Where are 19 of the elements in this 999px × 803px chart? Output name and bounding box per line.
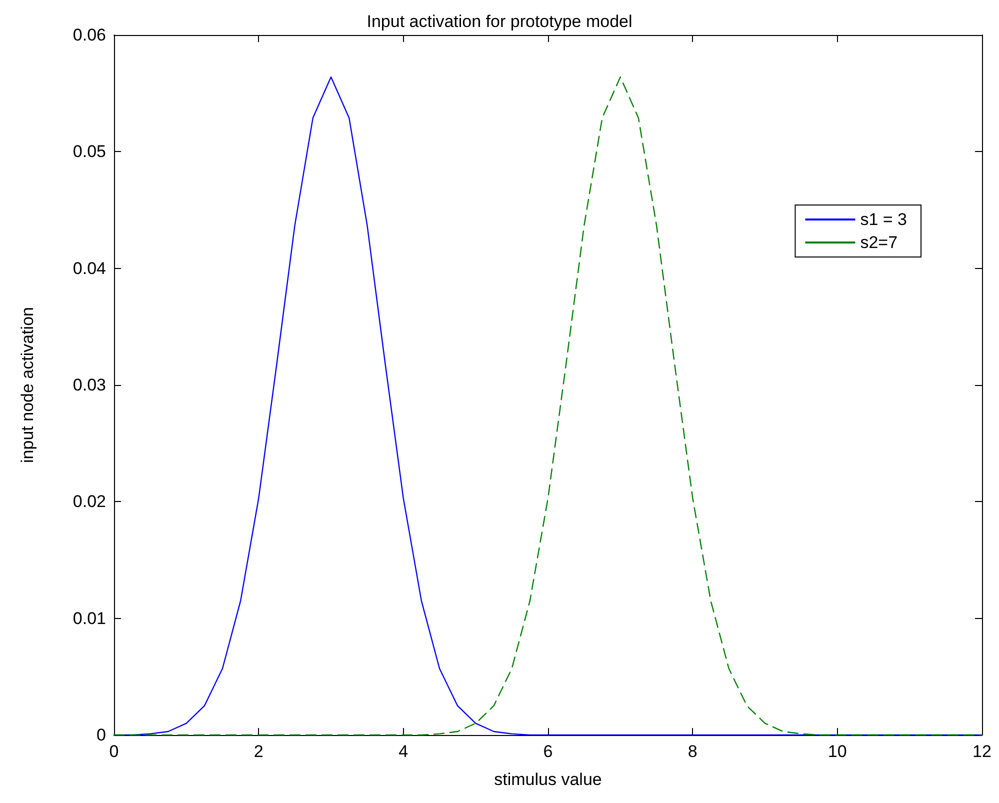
legend-label: s1 = 3 bbox=[860, 210, 908, 229]
x-tick-label: 4 bbox=[398, 742, 408, 761]
x-tick-label: 6 bbox=[543, 742, 553, 761]
x-tick-label: 0 bbox=[109, 742, 119, 761]
chart-title: Input activation for prototype model bbox=[366, 12, 632, 31]
x-tick-label: 2 bbox=[254, 742, 264, 761]
x-tick-label: 10 bbox=[828, 742, 847, 761]
y-tick-label: 0.02 bbox=[72, 492, 106, 512]
x-tick-label: 12 bbox=[972, 742, 992, 761]
y-tick-label: 0.04 bbox=[72, 258, 106, 278]
y-tick-label: 0.03 bbox=[72, 376, 106, 394]
y-tick-label: 0.01 bbox=[72, 608, 106, 628]
x-axis-title: stimulus value bbox=[494, 770, 602, 789]
y-tick-label: 0.06 bbox=[72, 26, 106, 44]
y-axis-title: input node activation bbox=[18, 307, 37, 463]
x-tick-label: 8 bbox=[688, 742, 698, 761]
y-tick-label: 0 bbox=[96, 726, 106, 744]
y-tick-label: 0.05 bbox=[72, 142, 106, 162]
legend-label: s2=7 bbox=[860, 233, 898, 252]
